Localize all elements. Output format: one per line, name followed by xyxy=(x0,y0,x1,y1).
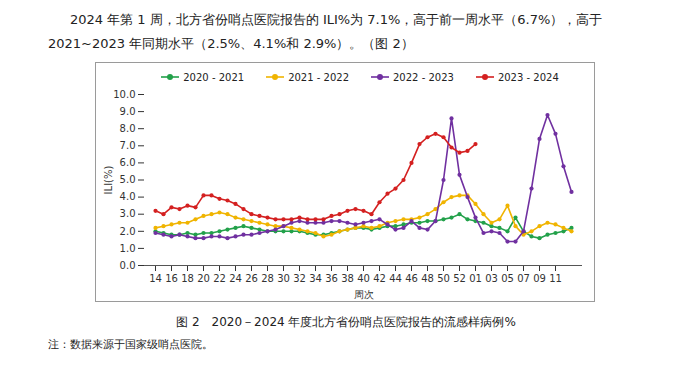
html-text:2020 - 2021: 2020 - 2021 xyxy=(183,71,245,83)
svg-text:46: 46 xyxy=(405,273,418,284)
html-text:2024 年第 1 周，北方省份哨点医院报告的 ILI%为: 2024 年第 1 周，北方省份哨点医院报告的 ILI%为 7.1%，高于前一周… xyxy=(48,12,603,51)
svg-text:8.0: 8.0 xyxy=(120,123,136,134)
svg-text:36: 36 xyxy=(325,273,338,284)
svg-text:28: 28 xyxy=(261,273,274,284)
svg-text:1.0: 1.0 xyxy=(120,243,136,254)
svg-text:26: 26 xyxy=(245,273,258,284)
svg-text:32: 32 xyxy=(293,273,306,284)
svg-text:50: 50 xyxy=(437,273,450,284)
svg-text:14: 14 xyxy=(149,273,162,284)
svg-text:周次: 周次 xyxy=(354,289,374,300)
svg-text:09: 09 xyxy=(533,273,546,284)
svg-text:ILI(%): ILI(%) xyxy=(103,166,114,195)
html-text:注：数据来源于国家级哨点医院。: 注：数据来源于国家级哨点医院。 xyxy=(48,338,213,351)
svg-text:11: 11 xyxy=(549,273,562,284)
svg-text:05: 05 xyxy=(501,273,514,284)
svg-text:16: 16 xyxy=(165,273,178,284)
svg-text:9.0: 9.0 xyxy=(120,106,136,117)
svg-text:20: 20 xyxy=(197,273,210,284)
html-text:2023 - 2024: 2023 - 2024 xyxy=(497,71,559,83)
html-text:2021 - 2022: 2021 - 2022 xyxy=(288,71,349,83)
svg-text:48: 48 xyxy=(421,273,434,284)
svg-text:6.0: 6.0 xyxy=(120,157,136,168)
svg-text:34: 34 xyxy=(309,273,322,284)
svg-text:0.0: 0.0 xyxy=(120,260,136,271)
svg-text:42: 42 xyxy=(373,273,386,284)
svg-text:18: 18 xyxy=(181,273,194,284)
svg-text:2.0: 2.0 xyxy=(120,226,136,237)
svg-text:03: 03 xyxy=(485,273,498,284)
svg-text:38: 38 xyxy=(341,273,354,284)
svg-text:30: 30 xyxy=(277,273,290,284)
svg-text:24: 24 xyxy=(229,273,242,284)
html-text:2022 - 2023: 2022 - 2023 xyxy=(393,71,454,83)
svg-text:52: 52 xyxy=(453,273,466,284)
svg-text:3.0: 3.0 xyxy=(120,208,136,219)
svg-text:40: 40 xyxy=(357,273,370,284)
svg-text:10.0: 10.0 xyxy=(113,89,135,100)
svg-text:22: 22 xyxy=(213,273,226,284)
svg-text:07: 07 xyxy=(517,273,530,284)
svg-text:44: 44 xyxy=(389,273,402,284)
html-text:图 2 2020－2024 年度北方省份哨点医院报告的流感样: 图 2 2020－2024 年度北方省份哨点医院报告的流感样病例% xyxy=(176,315,516,329)
svg-text:5.0: 5.0 xyxy=(120,174,136,185)
svg-text:4.0: 4.0 xyxy=(120,191,136,202)
svg-text:01: 01 xyxy=(469,273,482,284)
svg-text:7.0: 7.0 xyxy=(120,140,136,151)
